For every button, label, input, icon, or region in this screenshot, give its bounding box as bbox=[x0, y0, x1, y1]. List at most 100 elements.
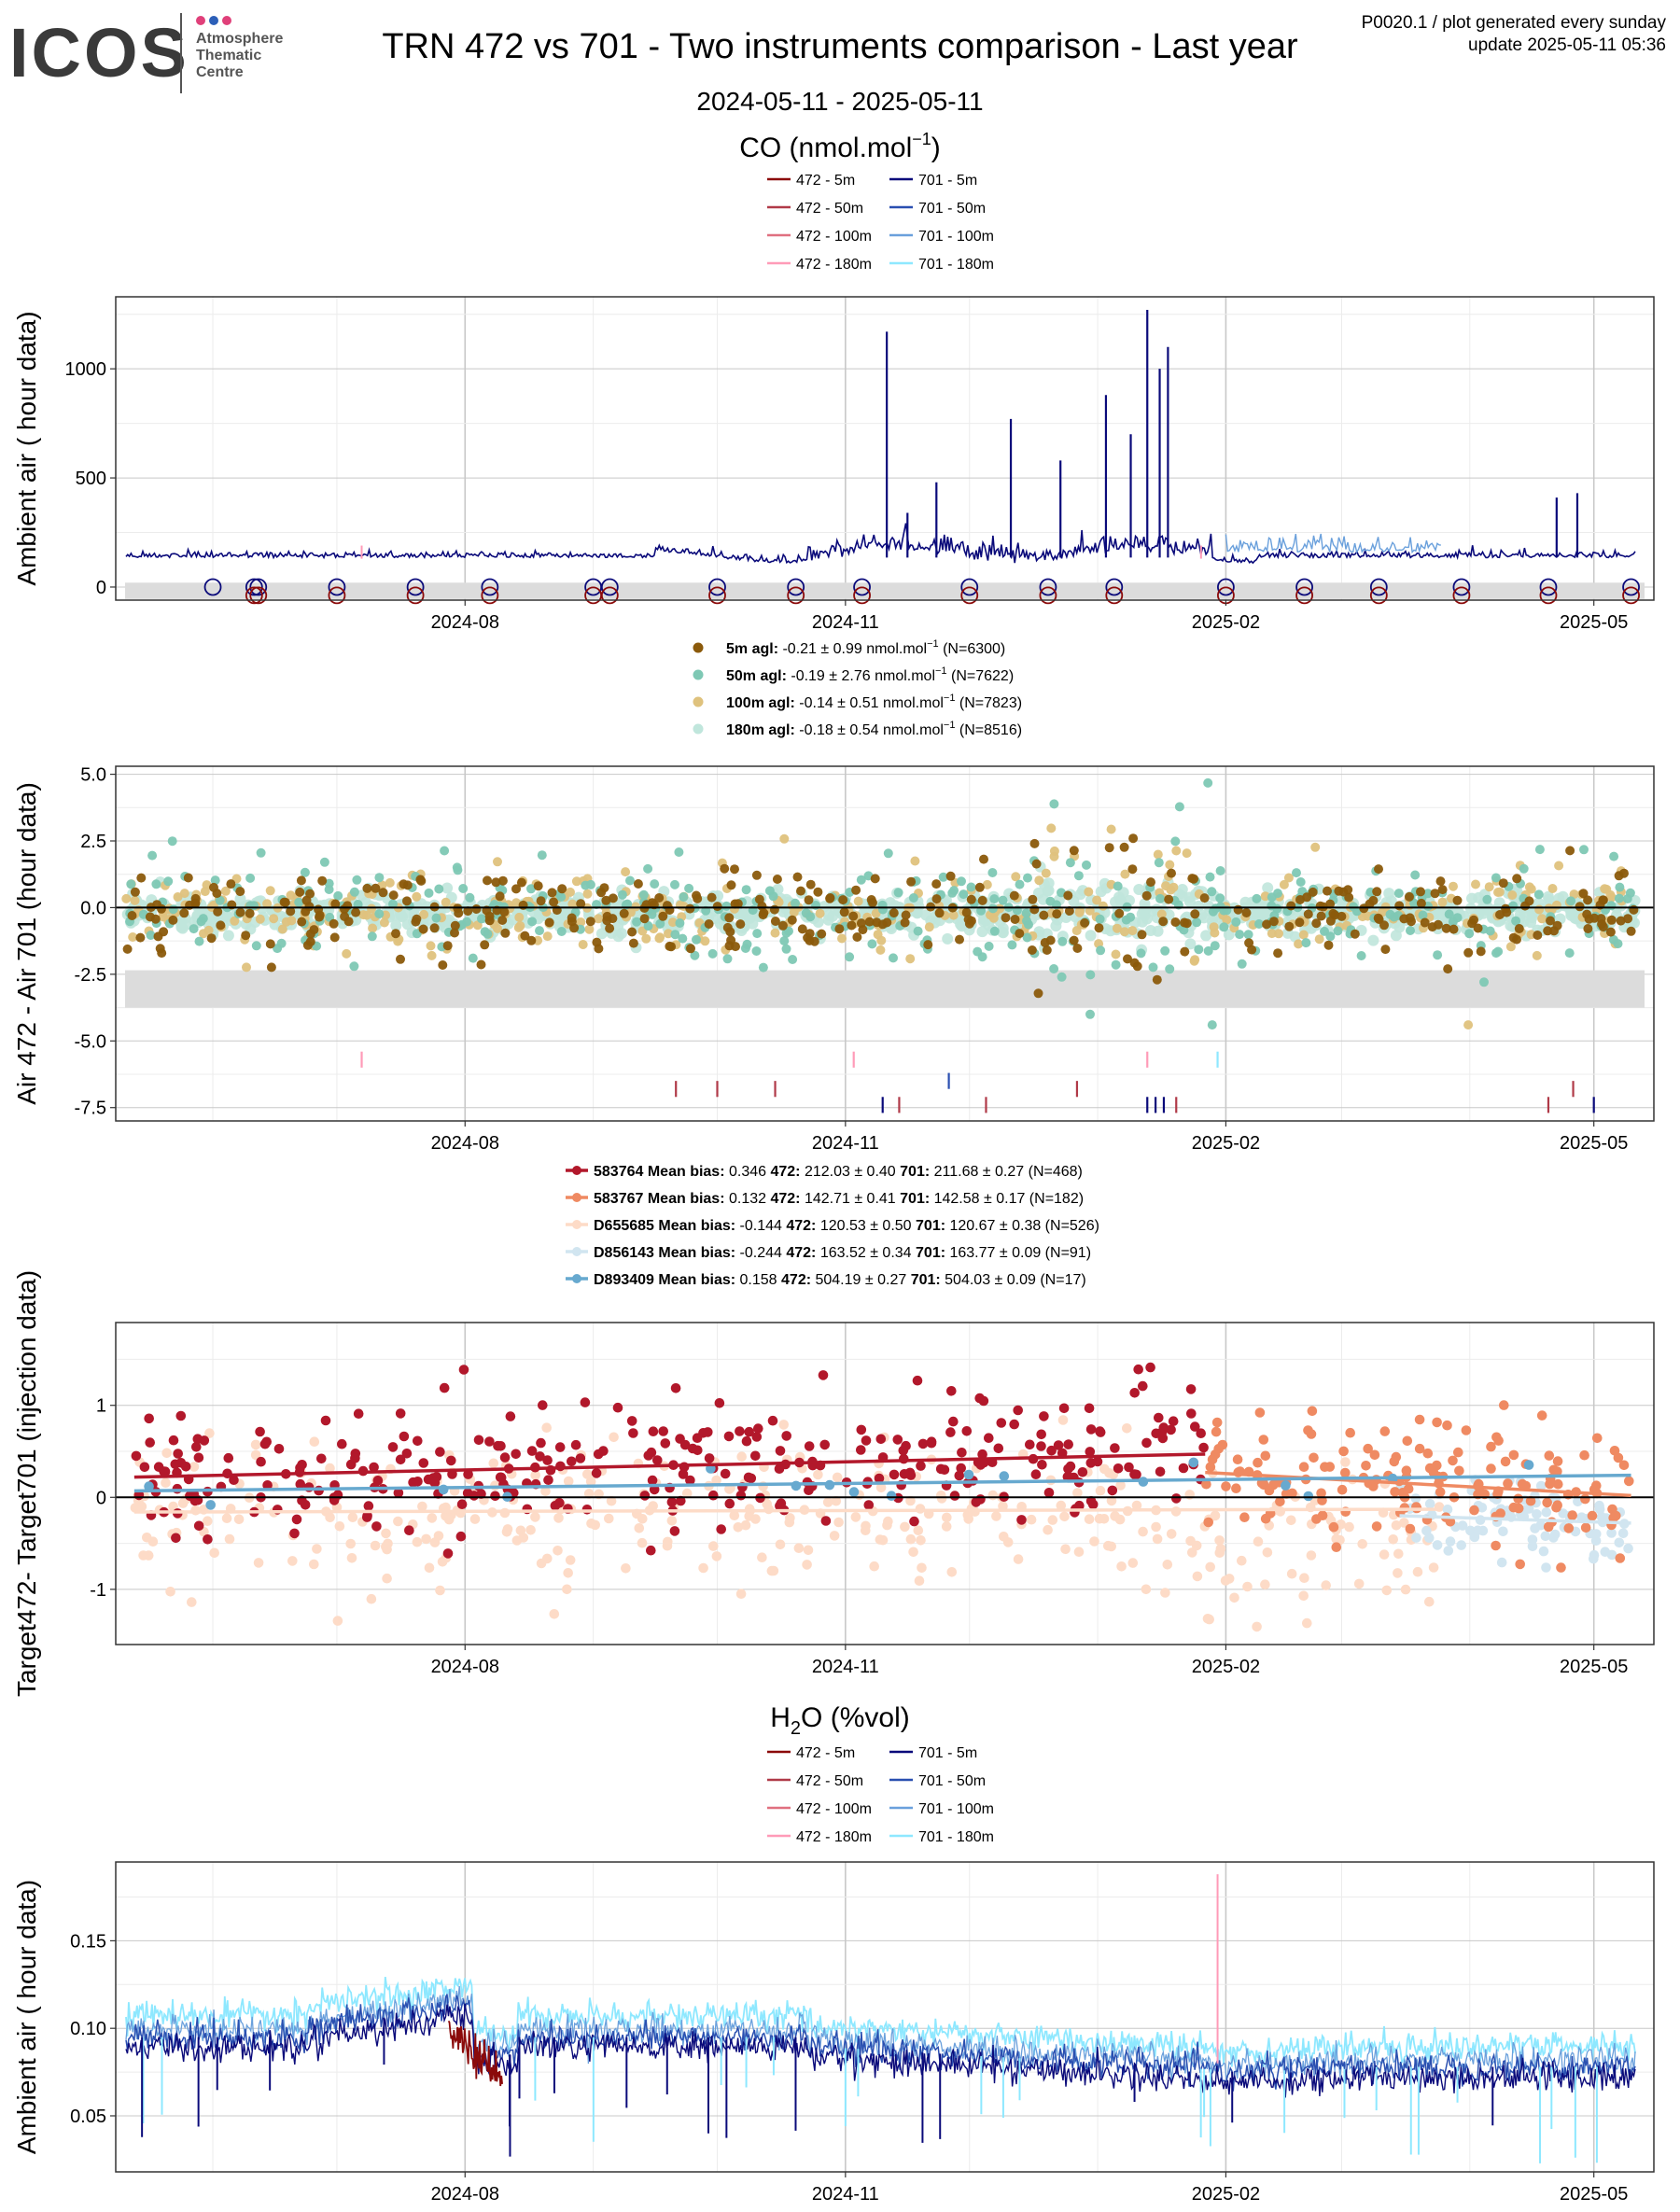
diff-point bbox=[627, 927, 637, 937]
diff-point bbox=[901, 910, 911, 920]
diff-point bbox=[1021, 908, 1031, 918]
diff-point bbox=[839, 907, 849, 917]
diff-point bbox=[1579, 845, 1589, 855]
target-point bbox=[1556, 1562, 1566, 1573]
diff-point bbox=[412, 914, 422, 924]
target-point bbox=[526, 1446, 538, 1456]
target-point bbox=[469, 1514, 481, 1524]
diff-point bbox=[215, 895, 225, 905]
diff-point bbox=[643, 863, 653, 874]
target-legend-text: 583764 Mean bias: 0.346 472: 212.03 ± 0.… bbox=[594, 1164, 1083, 1180]
target-point bbox=[429, 1537, 441, 1547]
target-point bbox=[1558, 1508, 1568, 1519]
diff-point bbox=[1512, 934, 1521, 945]
target-point bbox=[598, 1446, 609, 1456]
diff-point bbox=[625, 875, 635, 886]
target-point bbox=[974, 1393, 985, 1404]
target-point bbox=[1428, 1562, 1439, 1573]
target-point bbox=[159, 1466, 169, 1477]
diff-point bbox=[650, 879, 660, 889]
diff-point bbox=[1463, 1020, 1474, 1030]
diff-point bbox=[601, 895, 611, 905]
diff-point bbox=[412, 891, 422, 902]
target-point bbox=[1129, 1388, 1140, 1398]
target-point bbox=[171, 1533, 181, 1544]
diff-point bbox=[135, 932, 146, 943]
diff-point bbox=[1052, 909, 1062, 919]
diff-point bbox=[1583, 895, 1593, 905]
target-point bbox=[637, 1537, 648, 1548]
target-point bbox=[875, 1534, 886, 1545]
diff-point bbox=[168, 915, 178, 925]
target-point bbox=[698, 1562, 708, 1574]
diff-point bbox=[368, 923, 378, 933]
update-line: update 2025-05-11 05:36 bbox=[1468, 35, 1666, 55]
diff-point bbox=[402, 896, 412, 906]
target-point bbox=[175, 1410, 187, 1421]
target-point bbox=[1424, 1463, 1435, 1474]
target-point bbox=[1152, 1533, 1163, 1545]
diff-point bbox=[1112, 923, 1122, 933]
diff-point bbox=[279, 897, 289, 907]
diff-point bbox=[974, 882, 985, 892]
target-point bbox=[1013, 1554, 1024, 1564]
target-point bbox=[621, 1563, 631, 1574]
diff-point bbox=[1274, 929, 1283, 939]
target-point bbox=[540, 1486, 551, 1497]
target-point bbox=[161, 1448, 172, 1459]
target-point bbox=[766, 1565, 777, 1576]
diff-point bbox=[1065, 858, 1075, 868]
diff-point bbox=[1575, 902, 1585, 912]
target-point bbox=[1203, 1517, 1213, 1528]
x-tick-label: 2024-08 bbox=[431, 612, 499, 633]
target-point bbox=[1281, 1489, 1292, 1499]
target-point bbox=[1205, 1561, 1215, 1573]
diff-point bbox=[294, 897, 304, 907]
target-point bbox=[421, 1533, 431, 1545]
diff-point bbox=[1194, 945, 1204, 955]
target-point bbox=[1443, 1546, 1454, 1556]
diff-point bbox=[1207, 887, 1217, 897]
diff-point bbox=[792, 872, 803, 882]
diff-point bbox=[155, 944, 165, 954]
diff-point bbox=[424, 888, 434, 898]
target-point bbox=[435, 1585, 445, 1596]
y-tick-label: 0 bbox=[96, 1488, 106, 1508]
diff-legend-dot bbox=[693, 669, 704, 680]
target-point bbox=[711, 1475, 721, 1486]
target-point bbox=[1188, 1457, 1199, 1468]
x-tick-label: 2025-05 bbox=[1560, 612, 1628, 633]
target-point bbox=[1589, 1553, 1599, 1564]
diff-point bbox=[1042, 945, 1052, 955]
diff-point bbox=[1537, 914, 1547, 924]
co-472-marker bbox=[787, 586, 805, 605]
diff-point bbox=[621, 867, 631, 877]
diff-legend-text: 5m agl: -0.21 ± 0.99 nmol.mol−1 (N=6300) bbox=[726, 638, 1005, 657]
diff-point bbox=[396, 954, 405, 964]
diff-point bbox=[1505, 942, 1516, 952]
diff-point bbox=[1057, 936, 1068, 946]
co-legend: 472 - 5m 472 - 50m 472 - 100m 472 - 180m 701… bbox=[767, 173, 994, 273]
diff-point bbox=[1430, 889, 1440, 899]
target-legend-text: D655685 Mean bias: -0.144 472: 120.53 ± … bbox=[594, 1218, 1099, 1234]
target-point bbox=[193, 1520, 204, 1532]
target-point bbox=[916, 1535, 926, 1546]
target-point bbox=[1262, 1547, 1273, 1558]
diff-point bbox=[868, 898, 877, 908]
diff-point bbox=[770, 917, 780, 926]
target-point bbox=[875, 1482, 887, 1493]
target-point bbox=[889, 1469, 900, 1480]
target-point bbox=[1399, 1518, 1409, 1528]
diff-point bbox=[1146, 877, 1155, 888]
target-point bbox=[567, 1456, 577, 1467]
diff-point bbox=[1148, 962, 1158, 973]
diff-point bbox=[707, 892, 717, 903]
diff-point bbox=[633, 879, 643, 889]
diff-point bbox=[605, 923, 615, 933]
target-point bbox=[291, 1514, 302, 1525]
diff-point bbox=[1390, 930, 1402, 942]
target-point bbox=[1445, 1517, 1456, 1527]
diff-point bbox=[1262, 882, 1274, 894]
target-point bbox=[1151, 1521, 1161, 1533]
diff-point bbox=[167, 836, 177, 847]
